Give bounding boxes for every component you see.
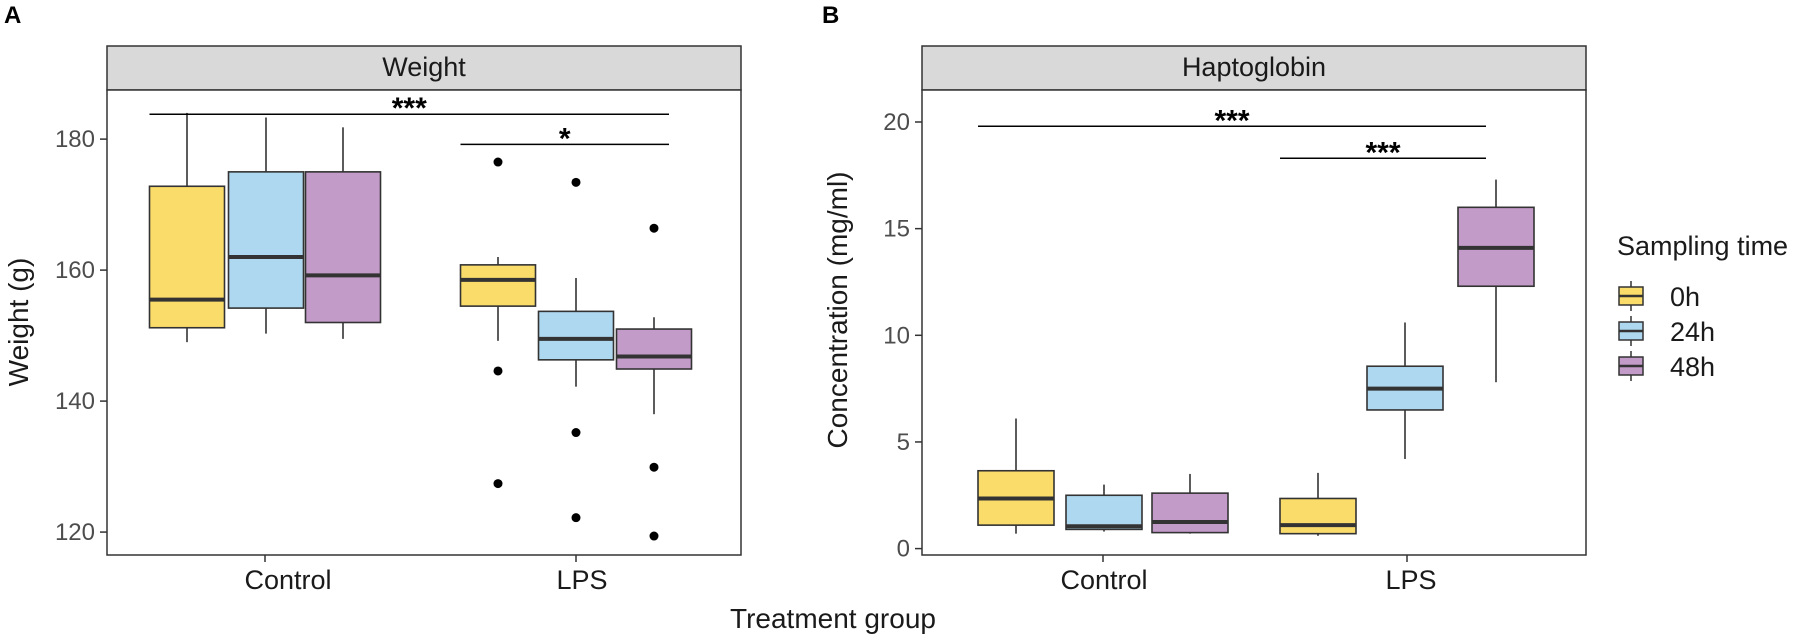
panel-b-y-tick-label: 15 — [883, 216, 910, 243]
legend-label-0h: 0h — [1670, 282, 1700, 312]
panel-b-control-48h-box — [1151, 492, 1229, 534]
legend-keys — [1618, 281, 1644, 381]
panel-b-y-axis-title: Concentration (mg/ml) — [822, 172, 853, 449]
x-axis-title: Treatment group — [730, 603, 936, 634]
panel-b-y-tick-label: 0 — [897, 536, 910, 563]
panel-a-lps-48h-box — [615, 328, 693, 370]
panel-a-significance-label: *** — [392, 92, 427, 125]
panel-a-title: Weight — [382, 52, 466, 82]
panel-b-lps-0h-box — [1279, 497, 1357, 535]
panel-a-y-tick-label: 120 — [55, 519, 95, 546]
legend-title: Sampling time — [1617, 231, 1788, 261]
panel-a-lps-0h-outlier — [493, 366, 503, 376]
panel-b-strip — [921, 45, 1587, 91]
panel-b-significance-label: *** — [1214, 104, 1249, 137]
legend-label-48h: 48h — [1670, 352, 1715, 382]
legend-label-24h: 24h — [1670, 317, 1715, 347]
panel-a-control-24h-box — [227, 171, 305, 309]
panel-a-strip — [106, 45, 742, 91]
panel-a-lps-48h-outlier — [649, 223, 659, 233]
panel-b-y-tick-label: 10 — [883, 322, 910, 349]
panel-b-title: Haptoglobin — [1182, 52, 1326, 82]
panel-b-label: B — [822, 2, 839, 29]
panel-b-marks: 0 5 10 15 20 *** *** — [883, 104, 1535, 563]
legend: Sampling time 0h 24h 48h — [1617, 231, 1788, 382]
panel-a-significance-label: * — [559, 122, 571, 155]
panel-a-lps-0h-outlier — [493, 157, 503, 167]
panel-a-control-0h-box — [148, 185, 226, 329]
panel-a-label: A — [4, 2, 21, 29]
panel-b-control-24h-box — [1065, 494, 1143, 531]
panel-a-lps-0h-box — [459, 264, 537, 307]
panel-b-x-label-control: Control — [1060, 565, 1147, 595]
panel-a-y-axis-title: Weight (g) — [3, 258, 34, 387]
panel-a-x-label-lps: LPS — [556, 565, 607, 595]
panel-a-control-48h-box — [304, 171, 382, 324]
panel-a-lps-0h-outlier — [493, 479, 503, 489]
panel-b-significance-label: *** — [1365, 136, 1400, 169]
panel-a-lps-48h-outlier — [649, 531, 659, 541]
panel-b-x-label-lps: LPS — [1385, 565, 1436, 595]
panel-a-lps-24h-outlier — [571, 513, 581, 523]
panel-a-lps-24h-outlier — [571, 177, 581, 187]
panel-b-y-tick-label: 5 — [897, 429, 910, 456]
panel-a-y-tick-label: 140 — [55, 388, 95, 415]
panel-a-y-tick-label: 180 — [55, 126, 95, 153]
panel-a-lps-24h-box — [537, 310, 615, 361]
panel-a-y-tick-label: 160 — [55, 257, 95, 284]
panel-a-x-label-control: Control — [244, 565, 331, 595]
panel-b-y-tick-label: 20 — [883, 109, 910, 136]
panel-a-lps-24h-outlier — [571, 428, 581, 438]
panel-a-lps-48h-outlier — [649, 462, 659, 472]
